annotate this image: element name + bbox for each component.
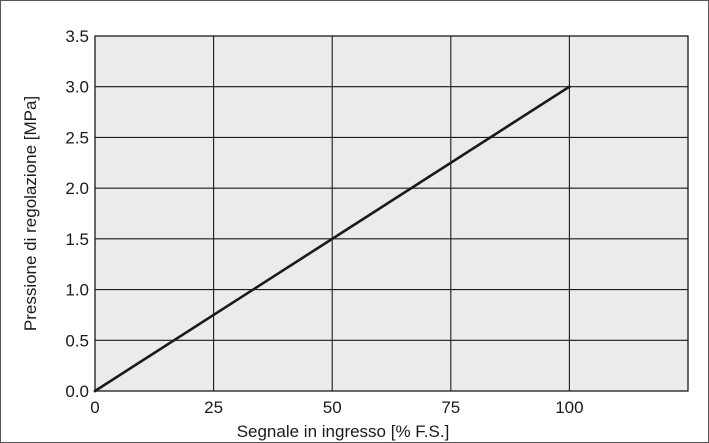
y-tick-labels: 0.0 0.5 1.0 1.5 2.0 2.5 3.0 3.5 [65, 27, 89, 401]
x-tick-labels: 0 25 50 75 100 [90, 398, 583, 417]
y-tick-label: 0.5 [65, 331, 89, 350]
series-line-0 [93, 85, 571, 393]
y-tick-label: 0.0 [65, 382, 89, 401]
x-tick-label: 0 [90, 398, 99, 417]
series-group [93, 85, 571, 393]
x-tick-label: 75 [441, 398, 460, 417]
grid-lines [95, 36, 688, 391]
x-tick-label: 50 [323, 398, 342, 417]
data-point [93, 389, 97, 393]
y-tick-label: 3.5 [65, 27, 89, 46]
y-tick-label: 2.5 [65, 128, 89, 147]
y-tick-label: 2.0 [65, 179, 89, 198]
x-tick-label: 25 [204, 398, 223, 417]
x-tick-label: 100 [555, 398, 583, 417]
y-tick-label: 1.5 [65, 230, 89, 249]
data-point [568, 85, 571, 89]
y-axis-title: Pressione di regolazione [MPa] [21, 96, 40, 331]
y-tick-label: 3.0 [65, 78, 89, 97]
plot-area [94, 35, 689, 392]
x-axis-title: Segnale in ingresso [% F.S.] [237, 422, 450, 441]
y-tick-label: 1.0 [65, 281, 89, 300]
